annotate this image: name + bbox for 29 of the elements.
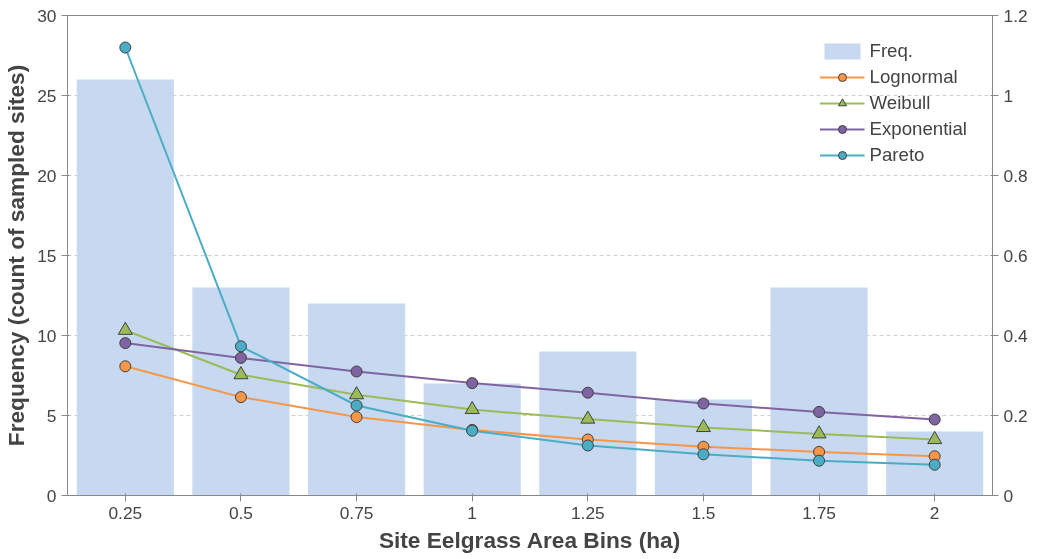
y-tick-label: 5	[46, 405, 57, 426]
x-tick-label: 0.75	[339, 502, 374, 523]
legend-label: Weibull	[869, 92, 931, 114]
y2-tick-label: 1.2	[1003, 5, 1028, 26]
y2-tick-label: 0	[1003, 485, 1014, 506]
y2-tick-label: 0.6	[1003, 245, 1028, 266]
y2-tick-label: 1	[1003, 85, 1014, 106]
x-tick-label: 0.25	[108, 502, 143, 523]
legend-label: Pareto	[869, 144, 925, 166]
y2-tick-label: 0.2	[1003, 405, 1028, 426]
y-tick-label: 30	[37, 5, 57, 26]
y2-tick-label: 0.8	[1003, 165, 1028, 186]
x-tick-label: 2	[929, 502, 940, 523]
x-tick-label: 1.25	[570, 502, 605, 523]
x-tick-label: 1.5	[691, 502, 716, 523]
y-tick-label: 10	[37, 325, 57, 346]
x-tick-label: 1.75	[802, 502, 836, 523]
x-tick-label: 0.5	[228, 502, 253, 523]
y-axis-title: Frequency (count of sampled sites)	[3, 64, 30, 447]
y-tick-label: 15	[37, 245, 57, 266]
y-tick-label: 25	[37, 85, 57, 106]
legend-label: Freq.	[869, 40, 914, 62]
legend-label: Lognormal	[869, 66, 958, 88]
y-tick-label: 20	[37, 165, 57, 186]
legend-label: Exponential	[869, 118, 967, 140]
y2-tick-label: 0.4	[1003, 325, 1028, 346]
x-axis-title: Site Eelgrass Area Bins (ha)	[378, 526, 681, 553]
x-tick-label: 1	[467, 502, 478, 523]
y-tick-label: 0	[46, 485, 57, 506]
